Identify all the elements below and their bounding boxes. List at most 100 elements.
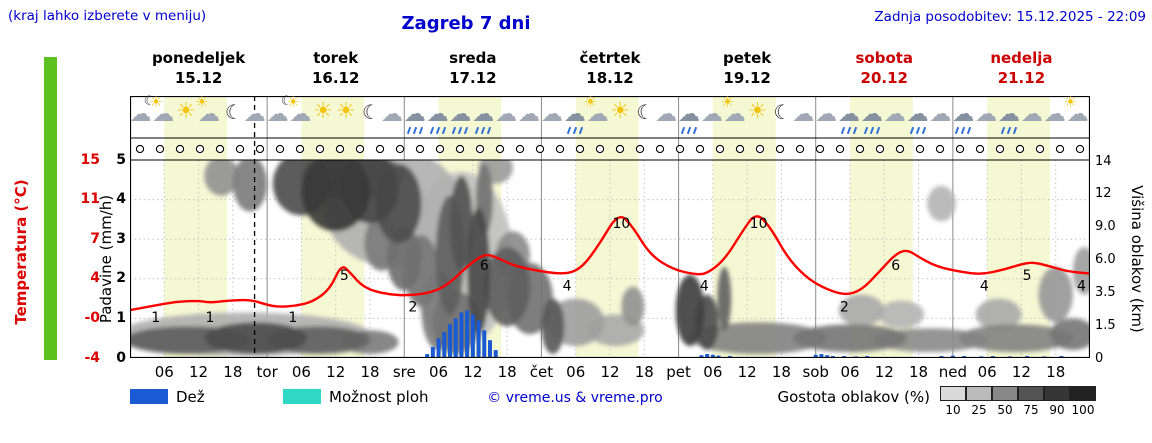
drop-glyph: [452, 126, 457, 135]
sun-glyph: ☀: [583, 93, 598, 111]
page-title: Zagreb 7 dni: [401, 13, 531, 34]
svg-text:4: 4: [563, 279, 572, 295]
drop-glyph: [840, 126, 846, 135]
day-date: 18.12: [586, 69, 634, 87]
cloud-glyph: ☁: [678, 102, 700, 127]
cloud-glyph: ☁: [472, 102, 495, 127]
cloud-glyph: ☁: [426, 102, 449, 127]
drop-glyph: [915, 126, 920, 135]
drops-glyph: [680, 126, 698, 135]
svg-text:4: 4: [1077, 279, 1086, 295]
cloud-icon: ☁: [515, 98, 545, 136]
hour-label: 18: [771, 363, 791, 381]
svg-text:2: 2: [408, 299, 417, 315]
drop-glyph: [464, 126, 469, 135]
precip-axis-tick: 1: [116, 309, 126, 326]
temp-axis-tick: 4: [90, 270, 100, 287]
day-header: petek 19.12: [679, 48, 816, 88]
temperature-axis-title: Temperatura (°C): [12, 179, 30, 325]
svg-text:10: 10: [750, 216, 768, 232]
temperature-line: [130, 215, 1090, 312]
density-scale-value: 100: [1071, 403, 1095, 417]
svg-text:4: 4: [980, 279, 989, 295]
cloud-glyph: ☁: [563, 102, 586, 127]
drop-glyph: [1006, 126, 1012, 135]
cloud-icon: ☁: [652, 98, 682, 136]
day-header: ponedeljek 15.12: [130, 48, 267, 88]
hour-label: 18: [360, 363, 380, 381]
density-scale-value: 10: [945, 403, 961, 417]
hour-label: 06: [566, 363, 586, 381]
cloud-axis-tick: 0: [1095, 351, 1104, 367]
density-scale-value: 25: [971, 403, 987, 417]
day-abbr-label: sob: [802, 363, 829, 381]
precip-axis-tick: 5: [116, 151, 126, 168]
temp-axis-tick: -4: [84, 349, 100, 366]
cloud-glyph: ☁: [883, 102, 906, 127]
temperature-scale-bar: [44, 57, 57, 360]
drop-glyph: [566, 126, 571, 135]
rain-cloud-icon: ☁: [949, 98, 979, 136]
drop-glyph: [846, 126, 852, 135]
drop-glyph: [406, 126, 411, 135]
density-scale-value: 90: [1049, 403, 1065, 417]
drop-glyph: [1012, 126, 1018, 135]
sun-glyph: ☀: [176, 99, 196, 124]
cloud-glyph: ☁: [838, 102, 860, 127]
svg-text:1: 1: [206, 310, 215, 326]
drop-glyph: [475, 126, 480, 135]
sun-icon: ☀: [172, 98, 202, 136]
drop-glyph: [458, 126, 463, 135]
cloud-glyph: ☁: [380, 102, 403, 127]
cloud-icon: ☁: [241, 98, 271, 136]
cloud-glyph: ☁: [152, 102, 175, 127]
drops-glyph: [909, 126, 926, 135]
hour-label: 12: [1011, 363, 1031, 381]
drop-glyph: [578, 126, 583, 135]
day-name: četrtek: [579, 49, 641, 67]
precip-axis-tick: 4: [116, 191, 126, 208]
day-name: torek: [313, 49, 359, 67]
cloud-icon: ☁: [1018, 98, 1048, 136]
cloud-glyph: ☁: [1020, 102, 1043, 127]
density-scale-box: [966, 386, 992, 401]
cloud-axis-tick: 1.5: [1095, 318, 1116, 334]
svg-text:1: 1: [151, 310, 160, 326]
cloud-icon: ☁: [1041, 98, 1071, 136]
day-abbr-label: ned: [938, 363, 967, 381]
cloud-icon: ☁: [538, 98, 568, 136]
hour-label: 18: [497, 363, 517, 381]
hour-label: 12: [326, 363, 346, 381]
drop-glyph: [435, 126, 440, 135]
cloud-glyph: ☁: [198, 102, 220, 127]
cloud-icon: ☁: [698, 98, 728, 136]
cloud-axis-tick: 6.0: [1095, 252, 1116, 268]
drops-glyph: [1000, 126, 1018, 135]
moon-glyph: ☾: [636, 100, 655, 124]
svg-text:2: 2: [840, 299, 849, 315]
sun-icon: ☀: [744, 98, 774, 136]
day-date: 17.12: [449, 69, 497, 87]
cloud-glyph: ☁: [1066, 102, 1089, 127]
cloud-glyph: ☁: [860, 102, 883, 127]
density-scale-value: 50: [997, 403, 1013, 417]
cloud-axis-tick: 14: [1095, 153, 1112, 169]
moon-glyph: ☾: [143, 94, 156, 109]
cloud-icon: ☁: [492, 98, 522, 136]
sun-glyph: ☀: [313, 99, 334, 124]
drops-glyph: [406, 126, 423, 135]
drop-glyph: [852, 126, 858, 135]
rain-cloud-icon: ☁: [675, 98, 705, 136]
cloud-axis-tick: 3.5: [1095, 285, 1116, 301]
rain-cloud-icon: ☁: [401, 98, 431, 136]
cloud-glyph: ☁: [540, 102, 563, 127]
credit-link[interactable]: © vreme.us & vreme.pro: [487, 390, 663, 406]
day-header: nedelja 21.12: [953, 48, 1090, 88]
moon-icon: ☾: [218, 98, 248, 136]
cloud-glyph: ☁: [266, 102, 289, 127]
hour-label: 18: [1046, 363, 1066, 381]
moon-glyph: ☾: [280, 94, 293, 109]
precip-axis-tick: 2: [116, 270, 126, 287]
cloud-glyph: ☁: [975, 102, 998, 127]
day-header: torek 16.12: [267, 48, 404, 88]
